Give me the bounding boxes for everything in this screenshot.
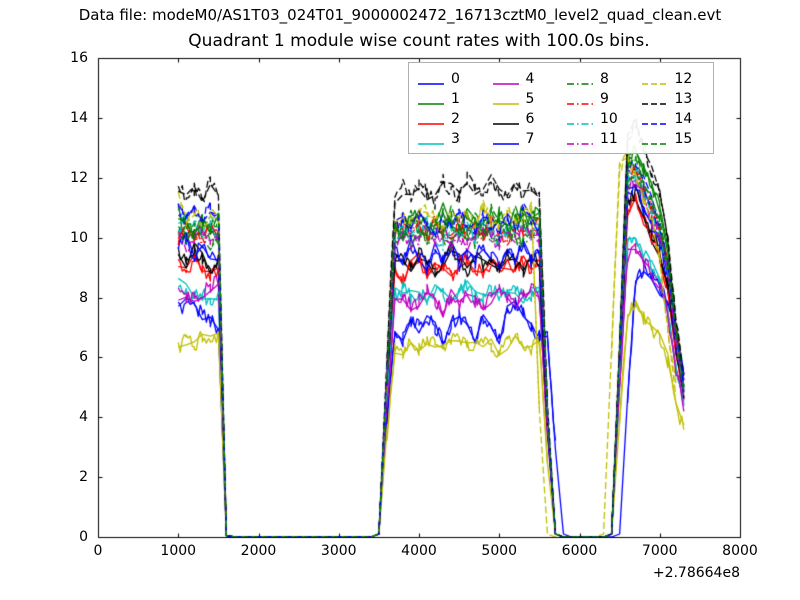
legend-entry-5[interactable]: 5 — [492, 89, 557, 108]
legend-label: 2 — [451, 110, 460, 127]
legend-entry-1[interactable]: 1 — [417, 89, 482, 108]
legend-label: 4 — [525, 70, 535, 87]
legend[interactable]: 0 4 8 12 1 5 9 13 2 6 10 14 3 7 11 15 — [408, 62, 714, 154]
legend-label: 15 — [674, 130, 693, 147]
legend-line-swatch — [417, 134, 445, 145]
legend-label: 10 — [600, 110, 618, 127]
legend-label: 11 — [600, 130, 618, 147]
legend-entry-8[interactable]: 8 — [566, 69, 631, 88]
legend-label: 7 — [525, 130, 535, 147]
legend-line-swatch — [492, 134, 520, 145]
legend-entry-13[interactable]: 13 — [641, 89, 706, 108]
legend-label: 0 — [451, 70, 460, 87]
legend-entry-6[interactable]: 6 — [492, 109, 557, 128]
legend-line-swatch — [566, 114, 594, 125]
legend-line-swatch — [641, 94, 669, 105]
legend-label: 13 — [674, 90, 693, 107]
legend-label: 9 — [600, 90, 609, 107]
legend-line-swatch — [566, 94, 594, 105]
legend-label: 6 — [525, 110, 535, 127]
legend-label: 3 — [451, 130, 460, 147]
legend-entry-7[interactable]: 7 — [492, 129, 557, 148]
legend-entry-4[interactable]: 4 — [492, 69, 557, 88]
legend-label: 12 — [674, 70, 693, 87]
legend-entry-14[interactable]: 14 — [641, 109, 706, 128]
legend-line-swatch — [641, 114, 669, 125]
legend-line-swatch — [417, 74, 445, 85]
legend-entry-12[interactable]: 12 — [641, 69, 706, 88]
legend-label: 5 — [525, 90, 535, 107]
legend-line-swatch — [566, 74, 594, 85]
legend-line-swatch — [641, 134, 669, 145]
legend-entry-2[interactable]: 2 — [417, 109, 482, 128]
legend-entry-0[interactable]: 0 — [417, 69, 482, 88]
legend-label: 8 — [600, 70, 609, 87]
legend-entry-3[interactable]: 3 — [417, 129, 482, 148]
legend-label: 14 — [674, 110, 693, 127]
legend-line-swatch — [492, 94, 520, 105]
legend-line-swatch — [492, 114, 520, 125]
legend-entry-11[interactable]: 11 — [566, 129, 631, 148]
legend-line-swatch — [566, 134, 594, 145]
legend-entry-15[interactable]: 15 — [641, 129, 706, 148]
legend-entry-10[interactable]: 10 — [566, 109, 631, 128]
legend-label: 1 — [451, 90, 460, 107]
legend-line-swatch — [641, 74, 669, 85]
legend-line-swatch — [492, 74, 520, 85]
legend-grid: 0 4 8 12 1 5 9 13 2 6 10 14 3 7 11 15 — [409, 63, 713, 154]
legend-line-swatch — [417, 94, 445, 105]
legend-line-swatch — [417, 114, 445, 125]
legend-entry-9[interactable]: 9 — [566, 89, 631, 108]
